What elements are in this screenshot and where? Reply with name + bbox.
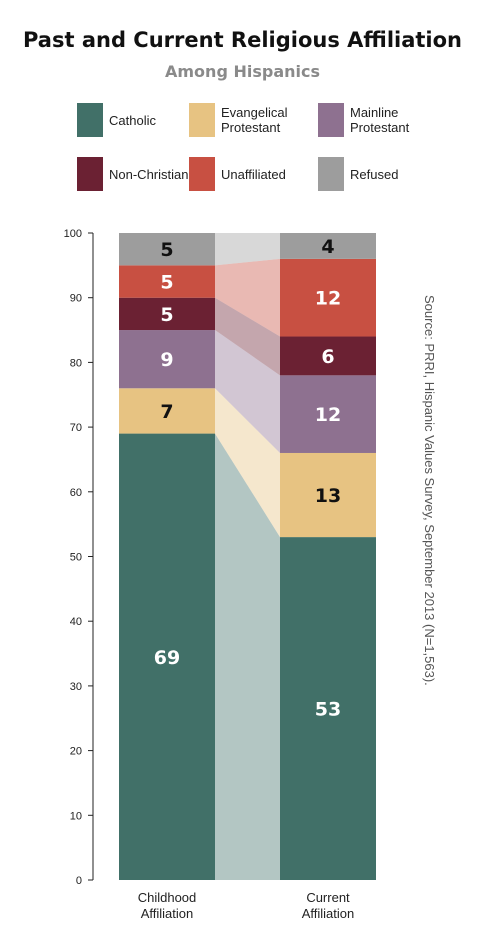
bar-segment <box>119 330 215 389</box>
legend-item: Non-Christian <box>77 157 191 191</box>
legend-label: Non-Christian <box>109 166 189 182</box>
y-tick-label: 40 <box>70 616 82 628</box>
legend-item: Catholic <box>77 103 191 137</box>
data-label: 5 <box>160 304 173 326</box>
data-label: 5 <box>160 239 173 261</box>
data-label: 5 <box>160 272 173 294</box>
flow-connector <box>215 433 280 880</box>
chart-title: Past and Current Religious Affiliation <box>22 28 462 52</box>
y-tick-label: 70 <box>70 422 82 434</box>
data-label: 53 <box>315 699 341 721</box>
source-note: Source: PRRI, Hispanic Values Survey, Se… <box>422 295 437 686</box>
legend-item: Mainline Protestant <box>318 103 432 137</box>
data-label: 6 <box>321 346 334 368</box>
y-tick-label: 80 <box>70 357 82 369</box>
legend-item: Unaffiliated <box>189 157 303 191</box>
bar-segment <box>119 297 215 331</box>
y-tick-label: 0 <box>76 875 82 887</box>
legend-item: Evangelical Protestant <box>189 103 303 137</box>
bar-segment <box>119 265 215 298</box>
legend-swatch <box>77 103 103 137</box>
bar-segment <box>119 433 215 880</box>
y-tick-label: 60 <box>70 487 82 499</box>
legend-label: Refused <box>350 166 399 182</box>
bar-segment <box>280 537 376 880</box>
y-tick-label: 10 <box>70 810 82 822</box>
legend-swatch <box>77 157 103 191</box>
legend-label: Mainline Protestant <box>350 105 410 135</box>
x-tick-label: Current <box>306 890 350 905</box>
flow-connector <box>215 297 280 376</box>
flow-connector <box>215 330 280 453</box>
data-label: 12 <box>315 288 341 310</box>
data-label: 4 <box>321 236 334 258</box>
y-tick-label: 90 <box>70 293 82 305</box>
legend-label: Evangelical Protestant <box>221 105 288 135</box>
bar-segment <box>280 375 376 453</box>
y-tick-label: 20 <box>70 746 82 758</box>
y-tick-label: 100 <box>64 228 82 240</box>
bar-segment <box>280 452 376 538</box>
x-tick-label: Childhood <box>138 890 197 905</box>
legend-swatch <box>318 157 344 191</box>
data-label: 9 <box>160 349 173 371</box>
bar-segment <box>280 336 376 376</box>
bar-segment <box>119 233 215 266</box>
data-label: 12 <box>315 404 341 426</box>
flow-connector <box>215 388 280 538</box>
legend-item: Refused <box>318 157 432 191</box>
data-label: 69 <box>154 647 180 669</box>
legend-swatch <box>189 157 215 191</box>
legend-swatch <box>189 103 215 137</box>
legend-label: Unaffiliated <box>221 166 286 182</box>
flow-connector <box>215 258 280 337</box>
chart-subtitle: Among Hispanics <box>165 62 320 81</box>
bar-segment <box>119 388 215 434</box>
bar-segment <box>280 258 376 337</box>
legend-label: Catholic <box>109 112 156 128</box>
bar-segment <box>280 233 376 259</box>
data-label: 13 <box>315 485 341 507</box>
x-tick-label: Affiliation <box>302 906 355 921</box>
y-tick-label: 30 <box>70 681 82 693</box>
data-label: 7 <box>160 401 173 423</box>
y-tick-label: 50 <box>70 552 82 564</box>
flow-connector <box>215 233 280 266</box>
legend-swatch <box>318 103 344 137</box>
x-tick-label: Affiliation <box>141 906 194 921</box>
